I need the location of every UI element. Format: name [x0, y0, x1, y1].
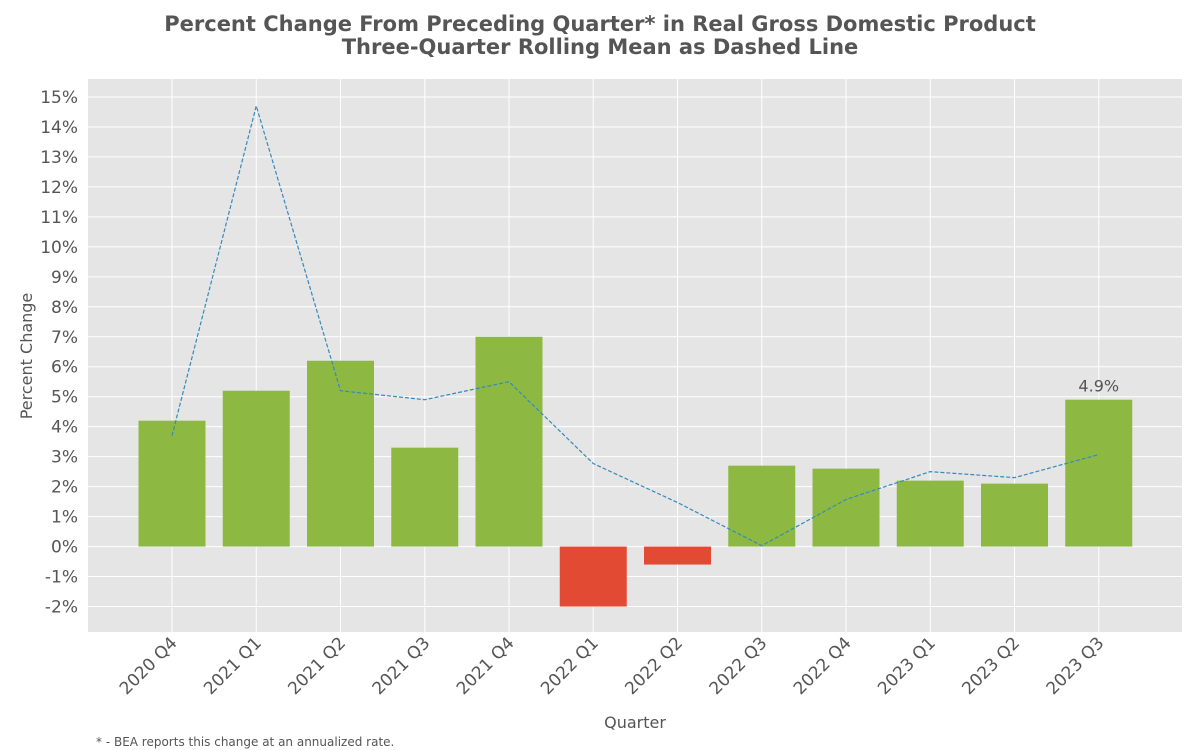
- x-tick-label: 2020 Q4: [116, 633, 182, 699]
- x-tick-label: 2023 Q2: [958, 633, 1024, 699]
- bar-2020-q4: [138, 420, 206, 547]
- bar-2021-q4: [475, 336, 543, 547]
- bar-2021-q3: [391, 447, 459, 547]
- y-tick-label: 9%: [51, 268, 78, 288]
- y-tick-label: 10%: [40, 238, 78, 258]
- bar-2023-q3: [1065, 399, 1133, 547]
- bar-2021-q2: [307, 360, 374, 547]
- chart-title: Percent Change From Preceding Quarter* i…: [164, 12, 1036, 36]
- y-tick-label: 4%: [51, 418, 78, 438]
- x-tick-label: 2021 Q3: [369, 633, 435, 699]
- y-tick-label: 8%: [51, 298, 78, 318]
- bar-value-label: 4.9%: [1078, 377, 1119, 396]
- x-tick-label: 2023 Q3: [1043, 633, 1109, 699]
- bar-series: [138, 336, 1133, 607]
- x-tick-label: 2021 Q2: [284, 633, 350, 699]
- rolling-mean-line: [171, 103, 1099, 547]
- y-tick-label: 13%: [40, 148, 78, 168]
- bar-2021-q1: [222, 390, 290, 547]
- x-tick-label: 2023 Q1: [874, 633, 940, 699]
- y-tick-label: -2%: [45, 598, 78, 618]
- y-tick-label: 7%: [51, 328, 78, 348]
- y-tick-label: -1%: [45, 568, 78, 588]
- plot-area: [88, 79, 1182, 632]
- x-tick-label: 2021 Q1: [200, 633, 266, 699]
- y-tick-labels: -2% -1% 0% 1% 2% 3% 4% 5% 6% 7% 8% 9% 10% 11% 12% 13% 14…: [40, 88, 78, 618]
- chart-subtitle: Three-Quarter Rolling Mean as Dashed Lin…: [342, 35, 859, 59]
- y-tick-label: 12%: [40, 178, 78, 198]
- y-axis-label: Percent Change: [17, 293, 36, 420]
- y-tick-label: 14%: [40, 118, 78, 138]
- x-tick-label: 2021 Q4: [453, 633, 519, 699]
- x-tick-labels: 2020 Q4 2021 Q1 2021 Q2 2021 Q3 2021 Q4 2022 …: [116, 633, 1108, 699]
- y-tick-label: 11%: [40, 208, 78, 228]
- y-tick-label: 5%: [51, 388, 78, 408]
- x-tick-label: 2022 Q4: [790, 633, 856, 699]
- y-tick-label: 15%: [40, 88, 78, 108]
- bar-2022-q2: [644, 546, 711, 565]
- y-tick-label: 0%: [51, 538, 78, 558]
- y-tick-label: 1%: [51, 508, 78, 528]
- annotations: 4.9%: [1078, 377, 1119, 396]
- bar-2023-q1: [896, 480, 964, 547]
- footnote: * - BEA reports this change at an annual…: [96, 735, 394, 749]
- bar-2022-q1: [559, 546, 627, 607]
- y-tick-label: 2%: [51, 478, 78, 498]
- bar-2022-q3: [728, 465, 796, 547]
- y-tick-label: 3%: [51, 448, 78, 468]
- bar-2022-q4: [812, 468, 880, 547]
- x-tick-label: 2022 Q1: [537, 633, 603, 699]
- bar-2023-q2: [981, 483, 1048, 547]
- x-axis-label: Quarter: [604, 713, 666, 732]
- x-tick-label: 2022 Q2: [621, 633, 687, 699]
- x-tick-label: 2022 Q3: [706, 633, 772, 699]
- y-tick-label: 6%: [51, 358, 78, 378]
